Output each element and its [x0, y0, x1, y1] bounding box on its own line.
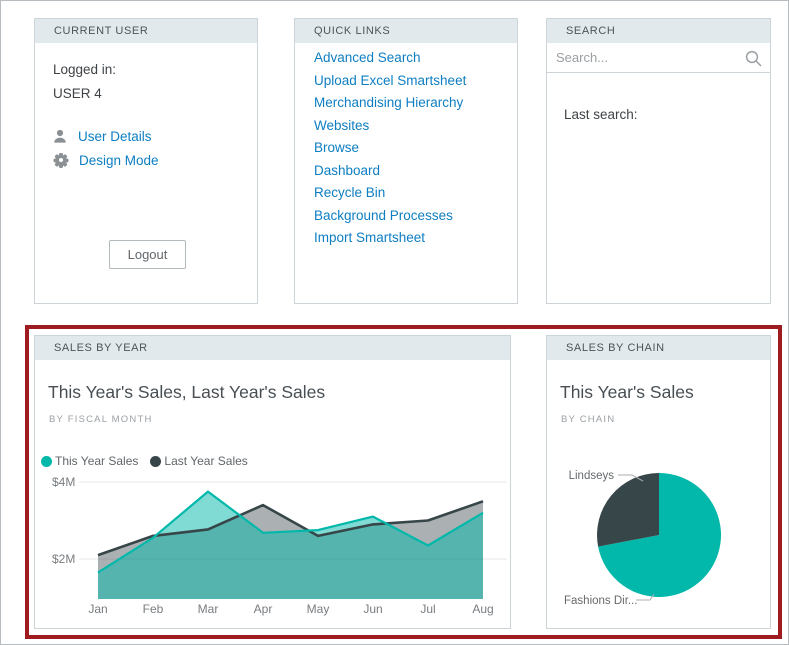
- area-line-this-year: [97, 490, 484, 574]
- x-tick-label: Jul: [420, 602, 435, 616]
- sales-by-year-card-title: SALES BY YEAR: [54, 342, 148, 354]
- quick-link-dashboard[interactable]: Dashboard: [314, 162, 381, 178]
- x-tick-label: Aug: [472, 602, 493, 616]
- pie-label: Fashions Dir...: [564, 595, 638, 607]
- pie-chart-svg[interactable]: Fashions Dir... Lindseys: [547, 457, 772, 627]
- legend-dot: [41, 455, 52, 467]
- area-chart-legend: This Year Sales Last Year Sales: [41, 454, 248, 468]
- legend-item-this-year[interactable]: This Year Sales: [41, 454, 138, 468]
- quick-links-card-title: QUICK LINKS: [314, 25, 391, 37]
- current-user-card: CURRENT USER Logged in: USER 4 User Deta…: [34, 18, 258, 304]
- legend-item-last-year[interactable]: Last Year Sales: [150, 454, 248, 468]
- quick-link-import-smartsheet[interactable]: Import Smartsheet: [314, 230, 426, 245]
- area-chart-subtitle: BY FISCAL MONTH: [49, 414, 153, 425]
- area-line-last-year: [97, 500, 484, 557]
- user-details-row: User Details: [53, 127, 152, 145]
- search-input[interactable]: [547, 43, 770, 73]
- current-username: USER 4: [53, 86, 102, 101]
- last-search-label: Last search:: [564, 107, 638, 122]
- pie-label: Lindseys: [569, 470, 615, 482]
- quick-links-card: QUICK LINKS Advanced Search Upload Excel…: [294, 18, 518, 304]
- x-tick-label: Jun: [363, 602, 382, 616]
- pie-label-line: [618, 474, 644, 482]
- user-details-link[interactable]: User Details: [78, 128, 152, 144]
- quick-link-websites[interactable]: Websites: [314, 117, 370, 133]
- y-tick-label: $2M: [52, 552, 75, 566]
- search-card-header: SEARCH: [547, 19, 770, 43]
- sales-by-chain-card-header: SALES BY CHAIN: [547, 336, 770, 360]
- legend-dot: [150, 455, 162, 467]
- sales-by-year-card: SALES BY YEAR This Year's Sales, Last Ye…: [34, 335, 511, 629]
- pie-label-line: [636, 593, 655, 601]
- sales-by-year-card-header: SALES BY YEAR: [35, 336, 510, 360]
- x-tick-label: Apr: [254, 602, 273, 616]
- x-tick-label: May: [307, 602, 330, 616]
- gear-icon: [53, 152, 68, 168]
- legend-label: Last Year Sales: [164, 454, 248, 468]
- legend-label: This Year Sales: [55, 454, 139, 468]
- area-chart-title: This Year's Sales, Last Year's Sales: [48, 382, 326, 402]
- person-icon: [54, 129, 66, 143]
- logged-in-label: Logged in:: [53, 62, 117, 77]
- design-mode-link[interactable]: Design Mode: [79, 152, 159, 168]
- quick-link-advanced-search[interactable]: Advanced Search: [314, 50, 421, 65]
- pie-chart-title: This Year's Sales: [560, 382, 694, 402]
- search-card-title: SEARCH: [566, 25, 616, 37]
- design-mode-row: Design Mode: [53, 151, 159, 169]
- x-tick-label: Feb: [143, 602, 164, 616]
- quick-link-upload-excel-smartsheet[interactable]: Upload Excel Smartsheet: [314, 72, 467, 88]
- quick-links-list: Advanced Search Upload Excel Smartsheet …: [295, 47, 517, 250]
- logout-button[interactable]: Logout: [109, 240, 186, 269]
- quick-link-background-processes[interactable]: Background Processes: [314, 207, 453, 223]
- quick-link-browse[interactable]: Browse: [314, 140, 360, 155]
- x-tick-label: Mar: [198, 602, 219, 616]
- pie-slice[interactable]: [598, 473, 722, 597]
- area-chart-svg[interactable]: $4M $2M Jan Feb Mar Apr May Jun Jul Aug: [37, 467, 507, 619]
- pie-chart-subtitle: BY CHAIN: [561, 414, 616, 425]
- sales-by-chain-card-title: SALES BY CHAIN: [566, 342, 665, 354]
- pie-slice[interactable]: [597, 473, 659, 547]
- search-icon[interactable]: [745, 50, 762, 67]
- sales-by-chain-card: SALES BY CHAIN This Year's Sales BY CHAI…: [546, 335, 771, 629]
- area-fill-this-year[interactable]: [98, 491, 483, 599]
- quick-link-recycle-bin[interactable]: Recycle Bin: [314, 185, 386, 200]
- x-tick-label: Jan: [88, 602, 107, 616]
- quick-links-card-header: QUICK LINKS: [295, 19, 517, 43]
- current-user-card-title: CURRENT USER: [54, 25, 149, 37]
- search-card: SEARCH Last search:: [546, 18, 771, 304]
- current-user-card-header: CURRENT USER: [35, 19, 257, 43]
- y-tick-label: $4M: [52, 475, 75, 489]
- quick-link-merchandising-hierarchy[interactable]: Merchandising Hierarchy: [314, 95, 464, 110]
